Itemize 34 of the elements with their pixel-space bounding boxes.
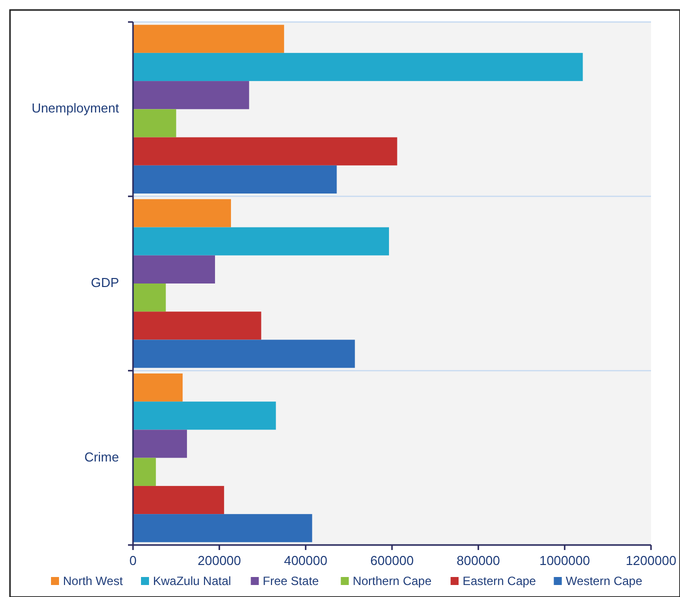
legend-label: Free State (262, 574, 320, 588)
bar (133, 137, 398, 166)
x-tick-label: 800000 (456, 553, 500, 568)
bar (133, 81, 250, 110)
x-tick-label: 1000000 (539, 553, 590, 568)
legend-label: North West (63, 574, 124, 588)
bar (133, 340, 355, 368)
x-tick-label: 400000 (284, 553, 328, 568)
bar (133, 312, 262, 340)
legend-label: Eastern Cape (462, 574, 536, 588)
y-tick-label: Unemployment (32, 100, 120, 116)
bar (133, 458, 156, 486)
bar (133, 402, 276, 430)
bar (133, 430, 187, 458)
bar (133, 109, 176, 138)
legend-label: Northern Cape (352, 574, 432, 588)
bar (133, 255, 216, 284)
legend-label: KwaZulu Natal (153, 574, 232, 588)
legend-label: Western Cape (566, 574, 643, 588)
bar (133, 165, 337, 194)
bar (133, 24, 284, 53)
bar (133, 373, 183, 402)
bar (133, 514, 312, 542)
bar (133, 227, 389, 256)
y-tick-label: GDP (90, 274, 119, 290)
x-tick-label: 0 (129, 553, 137, 568)
x-tick-label: 600000 (370, 553, 414, 568)
x-tick-label: 200000 (198, 553, 242, 568)
bar (133, 284, 166, 312)
bar (133, 486, 224, 514)
bar (133, 199, 231, 228)
y-tick-label: Crime (84, 449, 119, 464)
bar (133, 52, 583, 82)
x-tick-label: 1200000 (626, 553, 676, 568)
